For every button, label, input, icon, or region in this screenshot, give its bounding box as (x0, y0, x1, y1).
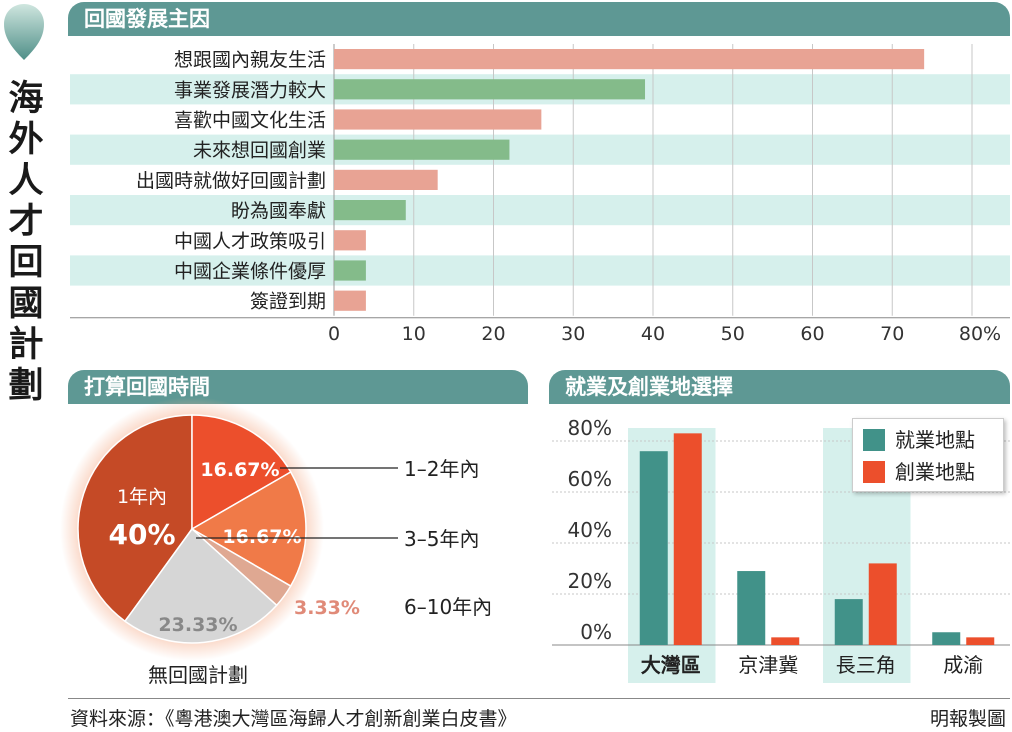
vertical-title-char: 人 (8, 160, 44, 201)
x-tick-label: 70 (880, 323, 904, 345)
timing-pie-chart: 1年內 40% 16.67% 16.67% 3.33% 23.33% 1–2年內 3–5年內 6… (60, 397, 492, 687)
bar (639, 451, 668, 645)
y-tick-label: 80% (568, 416, 612, 440)
category-label: 成渝 (943, 653, 983, 677)
legend-swatch-employment (863, 429, 885, 451)
x-tick-label: 80% (959, 323, 1001, 345)
droplet-icon (4, 4, 44, 60)
x-tick-label: 10 (402, 323, 426, 345)
pie-slice (191, 414, 292, 531)
vertical-title-char: 海 (8, 78, 44, 119)
legend-item-employment: 就業地點 (863, 425, 975, 455)
category-label: 喜歡中國文化生活 (174, 110, 326, 132)
location-chart: 0% 20% 40% 60% 80% 大灣區 京津冀 長三角 成渝 (552, 416, 1010, 683)
pie-label-name: 6–10年內 (404, 595, 492, 619)
vertical-title-char: 外 (8, 119, 44, 160)
pie-label-value: 16.67% (200, 459, 279, 481)
category-label: 想跟國內親友生活 (174, 49, 326, 71)
category-label: 大灣區 (641, 653, 701, 677)
category-label: 長三角 (836, 653, 896, 677)
vertical-title-char: 回 (8, 242, 44, 283)
pie-label-name: 1年內 (117, 486, 167, 508)
section-header-reasons: 回國發展主因 (68, 2, 1010, 36)
bar (334, 109, 542, 130)
pie-slice (123, 527, 278, 644)
bar (771, 637, 800, 645)
bar (966, 637, 995, 645)
bar (334, 230, 366, 251)
category-label: 盼為國奉獻 (231, 200, 326, 222)
reasons-chart: 0 10 20 30 40 50 60 70 80% 想跟國內親友生活事業發展潛力較大喜歡中國文化… (70, 44, 1010, 345)
category-label: 中國企業條件優厚 (174, 261, 326, 283)
x-tick-label: 0 (328, 323, 340, 345)
y-tick-label: 20% (568, 569, 612, 593)
bar (334, 79, 646, 100)
x-tick-label: 40 (641, 323, 665, 345)
legend-item-startup: 創業地點 (863, 457, 975, 487)
vertical-title-char: 劃 (8, 365, 44, 406)
pie-label-value: 16.67% (222, 526, 301, 548)
row-stripe (70, 134, 1010, 165)
vertical-title-char: 計 (8, 324, 44, 365)
category-label: 出國時就做好回國計劃 (136, 170, 326, 192)
row-stripe (70, 255, 1010, 286)
bar (334, 169, 438, 190)
bar (737, 571, 766, 645)
bar (334, 200, 406, 221)
bar (334, 290, 366, 311)
y-tick-label: 40% (568, 518, 612, 542)
vertical-title: 海外人才回國計劃 (4, 78, 48, 406)
chart-legend: 就業地點 創業地點 (852, 418, 1004, 492)
x-tick-label: 20 (481, 323, 505, 345)
y-tick-label: 60% (568, 467, 612, 491)
pie-label-value: 23.33% (158, 614, 237, 636)
section-header-timing: 打算回國時間 (68, 370, 528, 404)
category-label: 簽證到期 (250, 291, 326, 313)
credit-note: 明報製圖 (929, 708, 1006, 730)
pie-label-value: 40% (108, 518, 175, 551)
pie-label-name: 3–5年內 (404, 527, 479, 551)
y-tick-label: 0% (580, 620, 612, 644)
category-label: 事業發展潛力較大 (174, 79, 326, 101)
pie-label-name: 無回國計劃 (148, 663, 248, 687)
legend-label-startup: 創業地點 (895, 460, 975, 484)
legend-swatch-startup (863, 461, 885, 483)
bar (834, 599, 863, 645)
category-label: 未來想回國創業 (193, 140, 326, 162)
category-label: 京津冀 (738, 653, 798, 677)
bar (932, 632, 961, 645)
vertical-title-char: 國 (8, 283, 44, 324)
category-label: 中國人才政策吸引 (174, 230, 326, 252)
row-stripe (70, 195, 1010, 226)
bar (673, 433, 702, 645)
legend-label-employment: 就業地點 (895, 428, 975, 452)
x-tick-label: 50 (721, 323, 745, 345)
bar (868, 563, 897, 645)
bar (334, 260, 366, 281)
footer-divider (68, 698, 1010, 699)
pie-label-name: 1–2年內 (404, 457, 479, 481)
pie-slice (77, 414, 193, 623)
bar (334, 49, 925, 70)
section-header-location: 就業及創業地選擇 (549, 370, 1010, 404)
pie-slice (190, 470, 307, 588)
x-tick-label: 30 (561, 323, 585, 345)
source-note: 資料來源：《粵港澳大灣區海歸人才創新創業白皮書》 (70, 708, 517, 730)
pie-label-value: 3.33% (294, 597, 360, 619)
bar (334, 139, 510, 160)
vertical-title-char: 才 (8, 201, 44, 242)
x-tick-label: 60 (800, 323, 824, 345)
